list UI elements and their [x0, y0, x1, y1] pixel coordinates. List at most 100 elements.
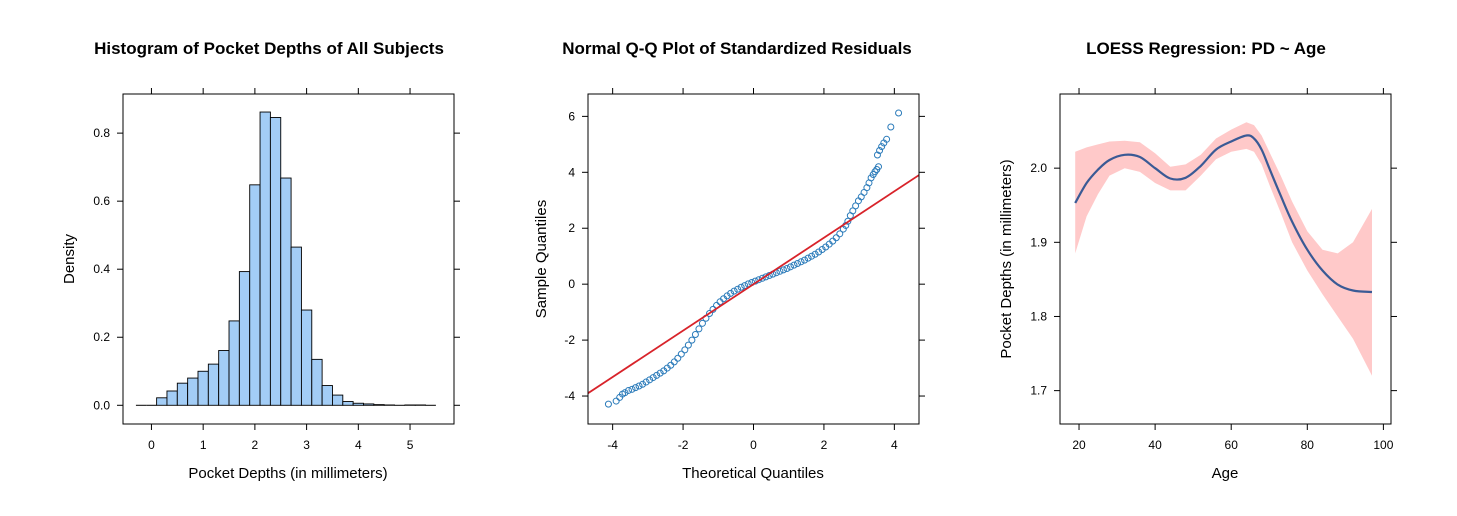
histogram-bar	[342, 401, 354, 406]
histogram-bar	[280, 177, 292, 406]
qq-point	[797, 258, 805, 266]
qq-point	[887, 123, 895, 131]
qq-point	[674, 354, 682, 362]
qq-point	[871, 168, 879, 176]
qq-point	[844, 217, 852, 225]
qq-point	[705, 310, 713, 318]
loess-xtick-label: 60	[1225, 438, 1239, 452]
loess-xtick-label: 40	[1148, 438, 1162, 452]
loess-xtick-label: 100	[1373, 438, 1393, 452]
histogram-bar	[311, 358, 323, 406]
histogram-bar	[269, 117, 282, 406]
qq-point	[873, 151, 881, 159]
qq-point	[895, 109, 903, 117]
histogram-frame	[122, 93, 455, 425]
qq-point	[790, 261, 798, 269]
histogram-xtick-label: 3	[303, 438, 310, 452]
qq-xlabel: Theoretical Quantiles	[682, 465, 824, 482]
histogram-bar	[321, 385, 333, 406]
qq-point	[832, 234, 840, 242]
histogram-ytick-label: 0.4	[93, 262, 110, 276]
qq-ytick-label: 4	[568, 165, 575, 179]
loess-xlabel: Age	[1212, 465, 1239, 482]
histogram-xtick-label: 0	[148, 438, 155, 452]
loess-fit-line	[1074, 134, 1373, 294]
qq-point	[808, 252, 816, 260]
qq-point	[779, 266, 787, 274]
loess-ytick-label: 1.9	[1030, 235, 1047, 249]
qq-point	[688, 336, 696, 344]
loess-title: LOESS Regression: PD ~ Age	[1086, 39, 1326, 58]
qq-xtick-label: 4	[891, 438, 898, 452]
qq-point	[604, 400, 612, 408]
qq-reference-line	[588, 174, 919, 395]
qq-point	[730, 287, 738, 295]
qq-point	[762, 273, 770, 281]
qq-ticks: -4 -2 0 2 4 -4 -2 0 2 4 6	[564, 88, 925, 452]
qq-frame	[587, 93, 920, 425]
loess-ytick-label: 1.8	[1030, 309, 1047, 323]
qq-point	[646, 376, 654, 384]
histogram-bar	[352, 402, 364, 406]
histogram-bar	[207, 363, 220, 406]
qq-point	[883, 135, 891, 143]
loess-ticks: 20 40 60 80 100 1.7 1.8 1.9 2.0	[1030, 88, 1397, 452]
histogram-ytick-label: 0.8	[93, 126, 110, 140]
qq-point	[695, 325, 703, 333]
loess-xtick-label: 80	[1301, 438, 1315, 452]
qq-point	[639, 380, 647, 388]
qq-point	[621, 389, 629, 397]
qq-point	[681, 346, 689, 354]
histogram-bar	[228, 320, 240, 406]
qq-point	[741, 282, 749, 290]
qq-xtick-label: 0	[750, 438, 757, 452]
qq-ytick-label: -4	[564, 389, 575, 403]
qq-point	[878, 143, 886, 151]
histogram-bar	[166, 390, 178, 406]
histogram-ytick-label: 0.6	[93, 194, 110, 208]
qq-point	[794, 259, 802, 267]
histogram-title: Histogram of Pocket Depths of All Subjec…	[94, 39, 444, 58]
qq-point	[811, 250, 819, 258]
histogram-bar	[197, 370, 209, 406]
qq-xtick-label: 2	[821, 438, 828, 452]
histogram-ytick-label: 0.0	[93, 398, 110, 412]
qq-point	[801, 256, 809, 264]
qq-ytick-label: 2	[568, 221, 575, 235]
histogram-xtick-label: 2	[252, 438, 259, 452]
histogram-xtick-label: 4	[355, 438, 362, 452]
qq-ylabel: Sample Quantiles	[533, 200, 550, 318]
qq-point	[642, 378, 650, 386]
histogram-bar	[187, 377, 199, 406]
loess-ytick-label: 2.0	[1030, 161, 1047, 175]
histogram-bar	[156, 397, 168, 406]
qq-point	[632, 384, 640, 392]
qq-point	[691, 331, 699, 339]
histogram-bar	[176, 382, 189, 406]
qq-ytick-label: -2	[564, 333, 575, 347]
loess-ylabel: Pocket Depths (in millimeters)	[998, 159, 1015, 358]
loess-frame	[1059, 93, 1392, 425]
qq-point	[670, 358, 678, 366]
qq-point	[677, 350, 685, 358]
qq-ytick-label: 0	[568, 277, 575, 291]
histogram-bar	[373, 404, 385, 406]
qq-point	[628, 385, 636, 393]
loess-curve	[1074, 122, 1373, 376]
histogram-bar	[332, 394, 344, 406]
qq-xtick-label: -4	[607, 438, 618, 452]
histogram-bar	[249, 184, 261, 406]
qq-points	[588, 109, 919, 408]
histogram-xtick-label: 1	[200, 438, 207, 452]
qq-point	[758, 274, 766, 282]
qq-xtick-label: -2	[678, 438, 689, 452]
qq-point	[776, 267, 784, 275]
histogram-xlabel: Pocket Depths (in millimeters)	[188, 465, 387, 482]
qq-point	[783, 265, 791, 273]
histogram-ylabel: Density	[61, 233, 78, 284]
qq-point	[635, 382, 643, 390]
histogram-bar	[300, 309, 313, 406]
qq-point	[684, 341, 692, 349]
qq-title: Normal Q-Q Plot of Standardized Residual…	[562, 39, 912, 58]
